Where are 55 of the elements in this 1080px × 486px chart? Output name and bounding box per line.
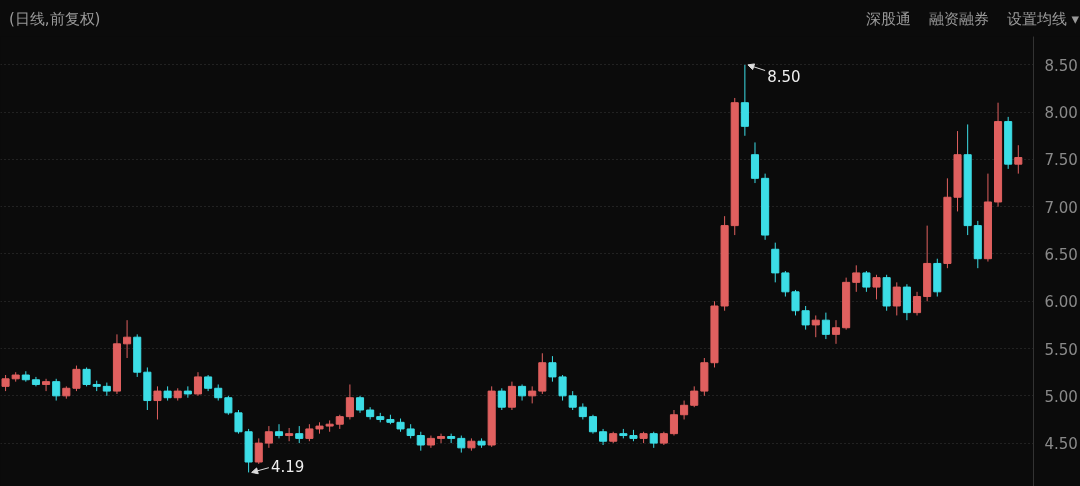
y-tick-label: 8.00 <box>1044 104 1078 123</box>
candlestick <box>568 390 577 411</box>
chart-title: (日线,前复权) <box>9 9 101 30</box>
candlestick <box>254 437 263 465</box>
candlestick <box>264 425 273 449</box>
candlestick <box>872 274 881 300</box>
candlestick <box>771 242 780 283</box>
candlestick <box>750 141 760 184</box>
candlestick <box>193 371 203 397</box>
candlestick <box>740 64 749 137</box>
candlestick <box>1014 144 1023 175</box>
y-tick-label: 4.50 <box>1044 435 1078 454</box>
candlestick <box>42 378 51 392</box>
candlestick <box>52 378 61 402</box>
y-tick-label: 6.50 <box>1044 245 1078 264</box>
y-tick-label: 7.50 <box>1044 151 1078 170</box>
candlestick <box>82 366 91 387</box>
candlestick <box>183 385 192 399</box>
candlestick <box>791 289 800 316</box>
candlestick <box>274 423 284 439</box>
annotation: 8.50 <box>767 68 801 87</box>
y-tick-label: 8.50 <box>1044 56 1078 75</box>
candlestick <box>285 427 294 442</box>
annotation: 4.19 <box>270 457 305 476</box>
y-tick-label: 7.00 <box>1044 198 1078 217</box>
y-tick-label: 5.00 <box>1044 387 1078 406</box>
text: 设置均线 ▾ <box>1006 10 1079 28</box>
candlestick <box>669 409 679 437</box>
candlestick <box>224 395 233 416</box>
candlestick <box>437 433 446 444</box>
candlestick <box>345 383 354 420</box>
candlestick <box>234 409 243 435</box>
candlestick <box>781 270 790 298</box>
candlestick <box>558 374 567 402</box>
candlestick <box>680 400 689 420</box>
candlestick <box>892 281 901 316</box>
candlestick <box>548 355 557 383</box>
candlestick <box>153 385 162 420</box>
candlestick <box>811 314 820 338</box>
candlestick <box>912 291 922 316</box>
candlestick <box>852 264 861 293</box>
text: 深股通 <box>865 10 911 28</box>
candlestick <box>801 305 810 331</box>
candlestick <box>588 414 597 435</box>
candlestick <box>123 319 132 359</box>
candlestick <box>831 319 841 345</box>
candlestick <box>416 431 425 452</box>
candlestick <box>690 385 699 408</box>
y-tick-label: 5.50 <box>1044 340 1078 359</box>
candlestick <box>507 381 516 411</box>
candlestick <box>497 387 506 411</box>
text: 融资融券 <box>928 10 989 28</box>
y-tick-label: 6.00 <box>1044 293 1078 312</box>
candlestick <box>821 312 830 340</box>
candlestick <box>862 270 871 293</box>
